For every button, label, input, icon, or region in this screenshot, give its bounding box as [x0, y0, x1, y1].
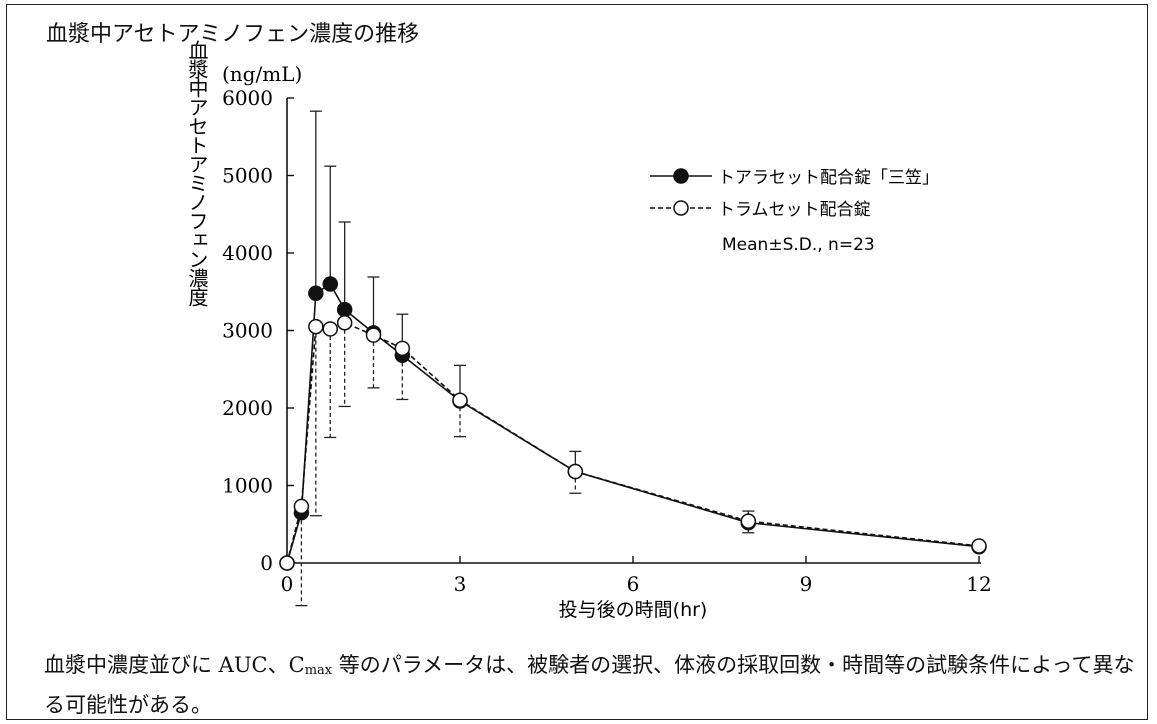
y-tick-label: 6000 — [222, 86, 273, 110]
data-point-tramset — [452, 392, 468, 408]
axes: 0 1000 2000 3000 4000 5000 6000 0 3 6 9 12 (ng/mL) 投与… — [185, 40, 992, 621]
data-point-tramset — [365, 327, 382, 343]
x-tick-label: 3 — [454, 572, 467, 596]
legend-annotation: Mean±S.D., n=23 — [722, 235, 875, 255]
y-tick-label: 1000 — [222, 474, 273, 498]
data-point-tramset — [336, 315, 353, 331]
x-tick-label: 9 — [800, 572, 813, 596]
footnote-subscript: max — [304, 663, 333, 678]
footnote-text-2: 等のパラメータは、被験者の選択、体液の採取回数・時間等の試験条件によって異なる可… — [44, 653, 1135, 717]
data-point-tramset — [293, 498, 310, 515]
series-points — [279, 276, 987, 571]
error-bars — [295, 110, 985, 607]
data-point-tramset — [394, 340, 411, 357]
x-tick-label: 6 — [627, 572, 640, 596]
legend-marker — [673, 168, 689, 184]
data-point-toaraset — [322, 276, 338, 292]
y-tick-label: 3000 — [222, 319, 273, 343]
y-tick-label: 2000 — [222, 396, 273, 420]
x-tick-label: 12 — [966, 572, 991, 596]
y-tick-label: 4000 — [222, 241, 273, 265]
data-point-tramset — [740, 513, 757, 529]
y-tick-label: 5000 — [222, 164, 273, 188]
x-axis-label: 投与後の時間(hr) — [559, 599, 708, 621]
footnote: 血漿中濃度並びに AUC、Cmax 等のパラメータは、被験者の選択、体液の採取回… — [44, 648, 1144, 722]
data-point-toaraset — [336, 301, 353, 318]
figure-title: 血漿中アセトアミノフェン濃度の推移 — [46, 22, 420, 47]
data-point-tramset — [567, 463, 584, 480]
legend-label: トアラセット配合錠「三笠」 — [718, 168, 939, 188]
chart: 0 1000 2000 3000 4000 5000 6000 0 3 6 9 12 (ng/mL) 投与… — [185, 40, 992, 621]
y-tick-label: 0 — [260, 551, 273, 575]
y-unit-label: (ng/mL) — [222, 62, 302, 86]
series-line-toaraset — [286, 282, 980, 564]
data-point-toaraset — [308, 285, 324, 302]
y-axis-label: 血漿中アセトアミノフェン濃度 — [185, 40, 209, 307]
legend-label: トラムセット配合錠 — [718, 200, 871, 220]
figure-frame — [6, 4, 1148, 720]
legend-marker — [673, 200, 689, 216]
data-point-tramset — [279, 555, 295, 571]
footnote-text-1: 血漿中濃度並びに AUC、C — [44, 653, 305, 677]
series-lines — [286, 282, 980, 564]
series-line-tramset — [286, 321, 980, 564]
data-point-tramset — [322, 321, 338, 337]
data-point-tramset — [971, 538, 987, 554]
x-tick-label: 0 — [281, 572, 294, 596]
data-point-tramset — [308, 318, 324, 335]
legend: トアラセット配合錠「三笠」トラムセット配合錠 Mean±S.D., n=23 — [650, 168, 939, 255]
